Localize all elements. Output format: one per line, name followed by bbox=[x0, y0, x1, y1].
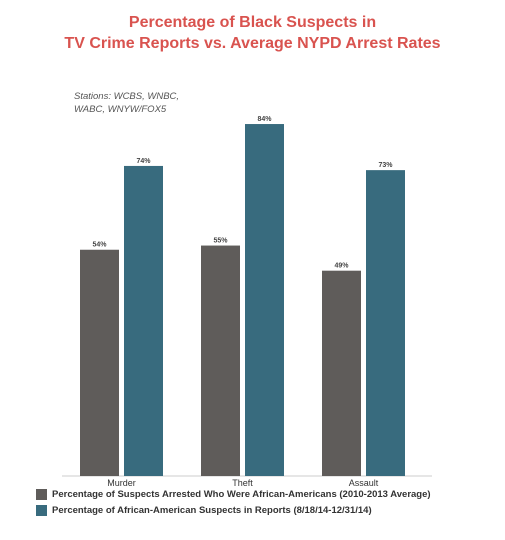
bar-theft-arrests bbox=[201, 245, 240, 476]
subtitle-line-1: Stations: WCBS, WNBC, bbox=[74, 91, 180, 102]
data-label-assault-arrests: 49% bbox=[334, 263, 349, 270]
legend-label-arrests: Percentage of Suspects Arrested Who Were… bbox=[52, 488, 431, 500]
x-tick-label-theft: Theft bbox=[232, 478, 253, 488]
bar-assault-reports bbox=[366, 170, 405, 476]
chart-title-line-2: TV Crime Reports vs. Average NYPD Arrest… bbox=[64, 35, 441, 52]
chart-subtitle: Stations: WCBS, WNBC, WABC, WNYW/FOX5 bbox=[74, 90, 254, 116]
bar-murder-arrests bbox=[80, 249, 119, 476]
bar-theft-reports bbox=[245, 124, 284, 476]
legend-label-reports: Percentage of African-American Suspects … bbox=[52, 504, 372, 516]
chart-title: Percentage of Black Suspects in TV Crime… bbox=[0, 12, 505, 54]
legend-swatch-reports bbox=[36, 504, 47, 516]
data-label-murder-arrests: 54% bbox=[92, 242, 107, 249]
data-label-theft-reports: 84% bbox=[257, 116, 272, 123]
subtitle-line-2: WABC, WNYW/FOX5 bbox=[74, 104, 167, 115]
chart-title-line-1: Percentage of Black Suspects in bbox=[128, 14, 377, 31]
x-tick-label-assault: Assault bbox=[349, 478, 379, 488]
data-label-murder-reports: 74% bbox=[136, 158, 151, 165]
data-label-theft-arrests: 55% bbox=[213, 238, 228, 245]
bar-murder-reports bbox=[124, 165, 163, 476]
bar-assault-arrests bbox=[322, 270, 361, 476]
legend: Percentage of Suspects Arrested Who Were… bbox=[36, 486, 496, 518]
x-tick-label-murder: Murder bbox=[107, 478, 136, 488]
legend-item-arrests: Percentage of Suspects Arrested Who Were… bbox=[36, 486, 496, 502]
data-label-assault-reports: 73% bbox=[378, 162, 393, 169]
legend-item-reports: Percentage of African-American Suspects … bbox=[36, 502, 496, 518]
legend-swatch-arrests bbox=[36, 488, 47, 500]
